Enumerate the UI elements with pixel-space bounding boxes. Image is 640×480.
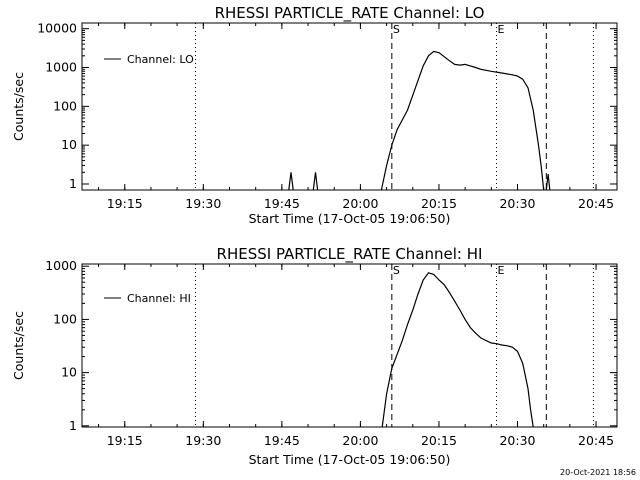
x-tick-label: 20:45	[578, 433, 614, 448]
y-tick-label: 100	[53, 98, 77, 113]
x-tick-label: 20:15	[421, 433, 457, 448]
legend-label: Channel: LO	[127, 53, 194, 66]
event-label: E	[498, 264, 505, 277]
plot-frame	[81, 263, 618, 428]
series-line	[288, 172, 294, 191]
x-tick-label: 19:30	[185, 196, 221, 211]
chart-title: RHESSI PARTICLE_RATE Channel: HI	[217, 245, 483, 264]
y-tick-label: 10	[61, 365, 77, 380]
series-line	[380, 50, 545, 191]
chart-title: RHESSI PARTICLE_RATE Channel: LO	[215, 4, 485, 23]
x-tick-label: 20:45	[578, 196, 614, 211]
x-tick-label: 19:45	[264, 433, 300, 448]
y-tick-label: 1	[69, 176, 77, 191]
x-tick-label: 20:15	[421, 196, 457, 211]
event-label: S	[393, 264, 400, 277]
legend-label: Channel: HI	[127, 292, 191, 305]
x-axis-label: Start Time (17-Oct-05 19:06:50)	[249, 452, 451, 467]
x-tick-label: 19:15	[107, 433, 143, 448]
y-tick-label: 10000	[37, 21, 77, 36]
series-line	[381, 272, 534, 428]
panel-1: RHESSI PARTICLE_RATE Channel: LOS E 19:15 1…	[11, 4, 618, 226]
event-label: S	[393, 23, 400, 36]
footer-date: 20-Oct-2021 18:56	[560, 468, 636, 477]
y-tick-label: 1	[69, 418, 77, 433]
x-tick-label: 20:30	[499, 196, 535, 211]
y-tick-label: 1000	[45, 60, 77, 75]
event-label: E	[498, 23, 505, 36]
series-line	[545, 174, 551, 191]
panel-2: RHESSI PARTICLE_RATE Channel: HIS E 19:15 1…	[11, 245, 618, 467]
x-tick-label: 19:30	[185, 433, 221, 448]
y-axis-label: Counts/sec	[11, 72, 26, 141]
plot-frame	[81, 22, 618, 191]
y-axis-label: Counts/sec	[11, 311, 26, 380]
x-tick-label: 20:00	[342, 433, 378, 448]
x-tick-label: 20:30	[499, 433, 535, 448]
x-axis-label: Start Time (17-Oct-05 19:06:50)	[249, 211, 451, 226]
y-tick-label: 1000	[45, 258, 77, 273]
x-tick-label: 19:45	[264, 196, 300, 211]
series-line	[312, 172, 319, 191]
x-tick-label: 20:00	[342, 196, 378, 211]
x-tick-label: 19:15	[107, 196, 143, 211]
y-tick-label: 10	[61, 137, 77, 152]
y-tick-label: 100	[53, 311, 77, 326]
